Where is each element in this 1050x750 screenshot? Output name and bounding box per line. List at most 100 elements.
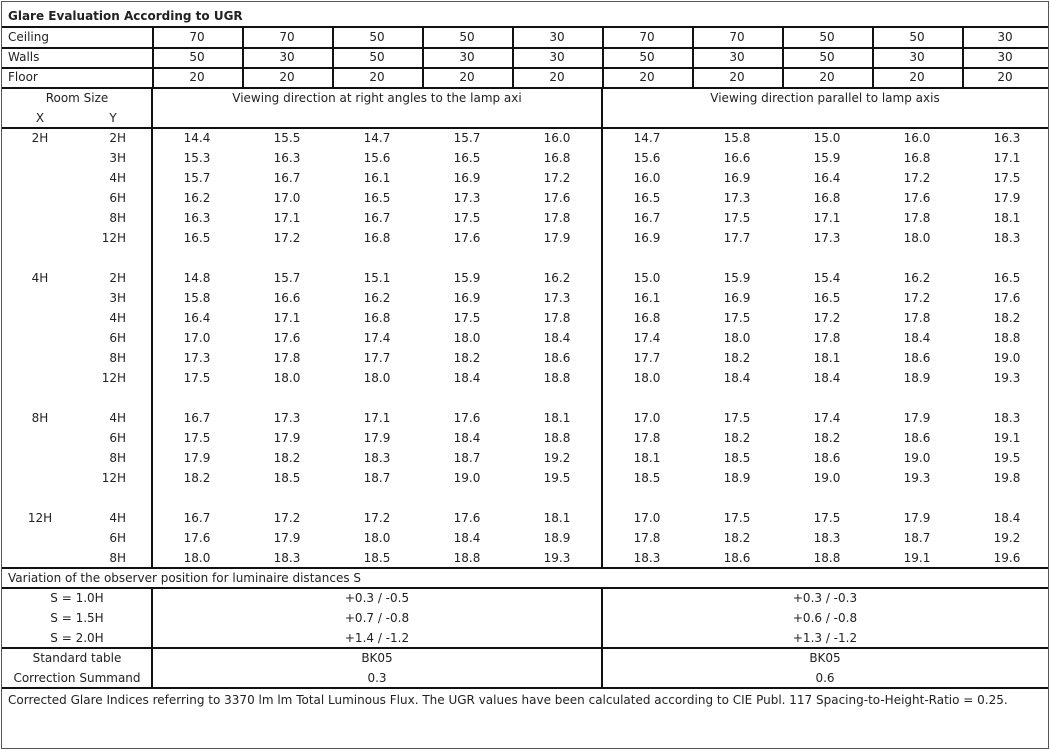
- ugr-value: 17.9: [993, 191, 1021, 205]
- ugr-value: 18.7: [903, 531, 931, 545]
- ugr-value: 17.5: [453, 211, 481, 225]
- ugr-value: 16.5: [993, 271, 1021, 285]
- ugr-value: 17.7: [723, 231, 751, 245]
- divider: [2, 87, 1048, 89]
- ugr-value: 17.2: [273, 231, 301, 245]
- ugr-value: 16.0: [633, 171, 661, 185]
- ugr-value: 17.1: [813, 211, 841, 225]
- ugr-value: 16.8: [363, 311, 391, 325]
- ugr-value: 16.2: [903, 271, 931, 285]
- floor-value: 20: [459, 70, 475, 84]
- walls-value: 50: [819, 50, 835, 64]
- ugr-value: 18.0: [183, 551, 211, 565]
- divider: [151, 88, 153, 568]
- table-title: Glare Evaluation According to UGR: [8, 9, 243, 23]
- ugr-value: 17.9: [903, 511, 931, 525]
- ugr-value: 18.3: [993, 231, 1021, 245]
- ugr-value: 15.3: [183, 151, 211, 165]
- ugr-value: 18.0: [363, 371, 391, 385]
- ugr-value: 15.6: [363, 151, 391, 165]
- ugr-value: 17.0: [633, 511, 661, 525]
- ceiling-value: 30: [997, 30, 1013, 44]
- room-x-label: 2H: [31, 131, 49, 145]
- room-y-label: 12H: [101, 371, 126, 385]
- ugr-value: 19.3: [903, 471, 931, 485]
- ugr-value: 14.8: [183, 271, 211, 285]
- ugr-value: 18.4: [813, 371, 841, 385]
- ugr-value: 15.7: [273, 271, 301, 285]
- room-y-label: 6H: [109, 431, 126, 445]
- room-y-label: 8H: [109, 211, 126, 225]
- ugr-value: 17.5: [723, 511, 751, 525]
- ugr-value: 16.8: [903, 151, 931, 165]
- ceiling-label: Ceiling: [8, 30, 49, 44]
- ugr-value: 19.8: [993, 471, 1021, 485]
- ugr-value: 18.2: [813, 431, 841, 445]
- ugr-value: 17.9: [903, 411, 931, 425]
- floor-value: 20: [997, 70, 1013, 84]
- ugr-value: 16.8: [543, 151, 571, 165]
- ugr-value: 18.2: [993, 311, 1021, 325]
- ugr-value: 14.7: [633, 131, 661, 145]
- room-y-label: 2H: [109, 271, 126, 285]
- divider: [962, 26, 964, 88]
- ugr-value: 17.9: [273, 431, 301, 445]
- room-size-header: Room Size: [45, 91, 109, 105]
- divider: [2, 567, 1048, 569]
- ugr-value: 18.3: [993, 411, 1021, 425]
- divider: [2, 47, 1048, 49]
- ugr-value: 18.5: [363, 551, 391, 565]
- floor-value: 20: [819, 70, 835, 84]
- ugr-value: 18.1: [813, 351, 841, 365]
- x-header: X: [35, 111, 45, 125]
- room-x-label: 4H: [31, 271, 49, 285]
- ugr-value: 15.8: [183, 291, 211, 305]
- floor-value: 20: [369, 70, 385, 84]
- ugr-value: 15.7: [453, 131, 481, 145]
- walls-value: 50: [189, 50, 205, 64]
- ugr-value: 15.8: [723, 131, 751, 145]
- ugr-value: 15.0: [633, 271, 661, 285]
- ugr-value: 18.4: [993, 511, 1021, 525]
- ugr-value: 18.2: [273, 451, 301, 465]
- ugr-value: 18.3: [273, 551, 301, 565]
- ugr-value: 17.8: [633, 431, 661, 445]
- divider: [692, 26, 694, 88]
- ugr-value: 17.8: [543, 211, 571, 225]
- ugr-value: 18.4: [453, 531, 481, 545]
- ugr-value: 17.8: [543, 311, 571, 325]
- correction-label: Correction Summand: [13, 671, 141, 685]
- ceiling-value: 50: [819, 30, 835, 44]
- ugr-value: 19.2: [543, 451, 571, 465]
- ugr-value: 17.8: [273, 351, 301, 365]
- ugr-value: 16.8: [633, 311, 661, 325]
- ugr-value: 17.0: [273, 191, 301, 205]
- ugr-value: 18.3: [813, 531, 841, 545]
- ugr-value: 18.2: [723, 351, 751, 365]
- ugr-value: 19.0: [453, 471, 481, 485]
- ugr-value: 18.8: [543, 371, 571, 385]
- variation-label: S = 1.5H: [50, 611, 104, 625]
- ugr-value: 17.2: [543, 171, 571, 185]
- ugr-value: 17.1: [363, 411, 391, 425]
- ugr-value: 19.0: [813, 471, 841, 485]
- ugr-value: 16.9: [723, 171, 751, 185]
- ugr-value: 18.3: [633, 551, 661, 565]
- perpendicular-header: Viewing direction at right angles to the…: [232, 91, 522, 105]
- ugr-value: 15.5: [273, 131, 301, 145]
- room-y-label: 4H: [109, 311, 126, 325]
- floor-value: 20: [639, 70, 655, 84]
- ugr-value: 17.5: [453, 311, 481, 325]
- ugr-value: 16.7: [183, 511, 211, 525]
- walls-value: 30: [549, 50, 565, 64]
- divider: [512, 26, 514, 88]
- ugr-value: 17.3: [813, 231, 841, 245]
- ceiling-value: 50: [369, 30, 385, 44]
- ugr-value: 18.9: [543, 531, 571, 545]
- variation-par: +0.3 / -0.3: [792, 591, 858, 605]
- ugr-value: 18.1: [633, 451, 661, 465]
- ugr-value: 17.6: [993, 291, 1021, 305]
- ugr-value: 19.3: [543, 551, 571, 565]
- parallel-header: Viewing direction parallel to lamp axis: [710, 91, 940, 105]
- room-y-label: 4H: [109, 411, 126, 425]
